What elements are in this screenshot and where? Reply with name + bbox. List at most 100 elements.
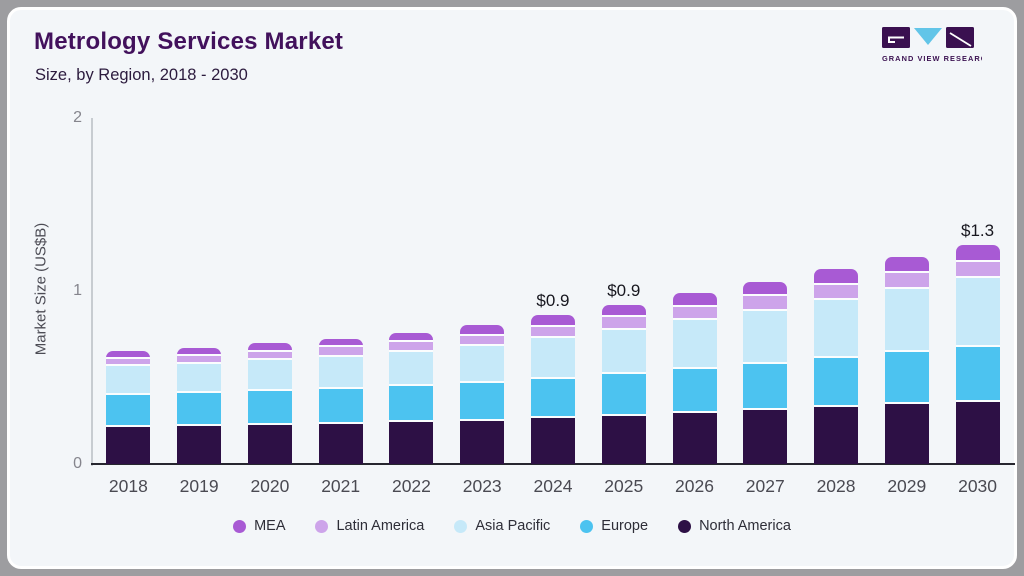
x-label-2018: 2018 (108, 476, 148, 496)
bar-segment-asia-pacific (106, 366, 151, 395)
bar-segment-latin-america (601, 317, 646, 330)
x-label-2022: 2022 (391, 476, 431, 496)
chart-card: Metrology Services Market Size, by Regio… (7, 7, 1017, 569)
bar-segment-europe (177, 393, 222, 426)
bar-2026 (659, 118, 730, 464)
bar-segment-mea (389, 332, 434, 343)
bar-segment-latin-america (743, 296, 788, 311)
x-label-2019: 2019 (179, 476, 219, 496)
bar-segment-latin-america (884, 272, 929, 289)
bar-segment-latin-america (955, 262, 1000, 279)
bar-segment-north-america (955, 401, 1000, 464)
bar-segment-north-america (601, 415, 646, 464)
legend-item-mea: MEA (233, 518, 285, 534)
legend-label: North America (699, 518, 791, 534)
logo-text: GRAND VIEW RESEARCH (882, 54, 982, 63)
bar-segment-mea (177, 347, 222, 356)
bar-chart-area: $0.9 $0.9 $1.3 (93, 118, 1013, 464)
bar-segment-asia-pacific (318, 356, 363, 389)
bar-segment-europe (247, 390, 292, 425)
bar-segment-north-america (460, 420, 505, 464)
legend-dot-icon (233, 519, 247, 533)
bar-2027 (730, 118, 801, 464)
bar-segment-europe (389, 386, 434, 423)
bar-segment-europe (884, 352, 929, 405)
bar-segment-north-america (672, 412, 717, 464)
bar-2021 (305, 118, 376, 464)
bar-2023 (447, 118, 518, 464)
bar-2025: $0.9 (588, 118, 659, 464)
x-label-2030: 2030 (958, 476, 998, 496)
legend-dot-icon (580, 519, 594, 533)
bar-segment-europe (530, 378, 575, 419)
bar-segment-mea (672, 293, 717, 307)
bar-segment-latin-america (814, 284, 859, 301)
legend-item-north-america: North America (678, 518, 791, 534)
bar-segment-latin-america (530, 326, 575, 339)
legend-dot-icon (678, 519, 692, 533)
legend-label: Latin America (336, 518, 425, 534)
bar-segment-mea (955, 244, 1000, 263)
bar-segment-mea (460, 325, 505, 336)
bar-segment-europe (460, 383, 505, 421)
bar-segment-asia-pacific (814, 300, 859, 359)
bar-segment-north-america (814, 407, 859, 464)
legend-label: MEA (254, 518, 286, 534)
bar-segment-europe (672, 369, 717, 413)
bar-segment-mea (530, 315, 575, 327)
bar-segment-north-america (743, 410, 788, 464)
bar-segment-europe (743, 363, 788, 411)
y-tick-2: 2 (73, 109, 82, 126)
y-axis-line (91, 118, 93, 466)
legend-label: Europe (601, 518, 649, 534)
legend-item-asia-pacific: Asia Pacific (454, 518, 550, 534)
legend-dot-icon (315, 519, 329, 533)
x-label-2025: 2025 (604, 476, 644, 496)
bar-segment-north-america (318, 423, 363, 464)
page-subtitle: Size, by Region, 2018 - 2030 (35, 66, 248, 84)
x-label-2026: 2026 (675, 476, 714, 496)
bar-segment-asia-pacific (955, 278, 1000, 347)
bar-segment-north-america (247, 424, 292, 464)
bar-segment-europe (814, 358, 859, 408)
grand-view-research-logo: GRAND VIEW RESEARCH (876, 24, 982, 66)
bar-segment-mea (247, 343, 292, 352)
bar-segment-asia-pacific (460, 346, 505, 384)
bar-segment-north-america (106, 426, 151, 464)
y-tick-1: 1 (73, 282, 82, 299)
bar-segment-asia-pacific (389, 352, 434, 387)
bar-2020 (235, 118, 306, 464)
legend-item-europe: Europe (580, 518, 648, 534)
x-label-2029: 2029 (887, 476, 927, 496)
bar-segment-mea (814, 269, 859, 285)
legend-item-latin-america: Latin America (315, 518, 424, 534)
bar-segment-europe (318, 388, 363, 424)
bar-segment-asia-pacific (247, 360, 292, 391)
x-label-2028: 2028 (816, 476, 856, 496)
bar-2024: $0.9 (518, 118, 589, 464)
bar-value-label-2030: $1.3 (961, 220, 995, 240)
x-axis-line (91, 463, 1015, 465)
bar-segment-latin-america (177, 355, 222, 364)
bar-segment-asia-pacific (530, 338, 575, 379)
bar-2030: $1.3 (942, 118, 1013, 464)
bar-segment-latin-america (318, 347, 363, 357)
bar-segment-europe (601, 374, 646, 416)
bar-2018 (93, 118, 164, 464)
bar-segment-latin-america (672, 306, 717, 321)
bar-2019 (164, 118, 235, 464)
bar-segment-europe (955, 346, 1000, 402)
bar-segment-mea (743, 281, 788, 297)
bar-segment-asia-pacific (601, 329, 646, 375)
legend-dot-icon (454, 519, 468, 533)
x-axis-labels: 2018 2019 2020 2021 2022 2023 2024 2025 2026 2027… (93, 476, 1013, 497)
bar-segment-asia-pacific (177, 363, 222, 394)
x-label-2027: 2027 (745, 476, 785, 496)
bar-segment-europe (106, 394, 151, 427)
bar-segment-mea (884, 256, 929, 273)
bar-segment-asia-pacific (672, 320, 717, 370)
bar-segment-latin-america (247, 351, 292, 361)
bar-value-label-2025: $0.9 (607, 280, 641, 300)
chart-legend: MEA Latin America Asia Pacific Europe North … (10, 518, 1014, 534)
bar-segment-latin-america (389, 342, 434, 353)
